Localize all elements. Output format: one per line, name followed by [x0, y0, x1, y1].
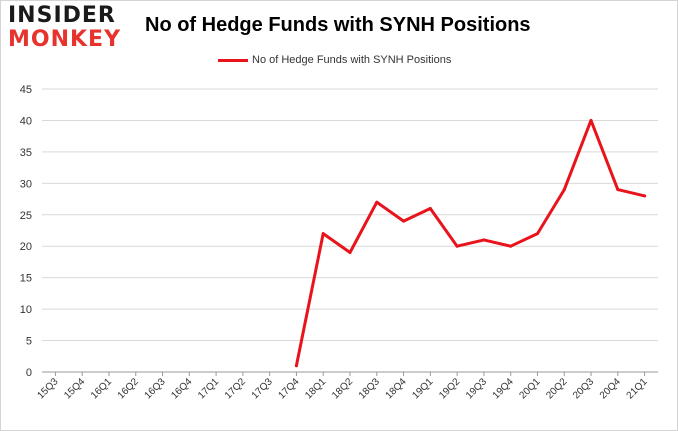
y-tick-label: 15 [20, 273, 32, 285]
data-point [535, 232, 539, 236]
x-tick-label: 17Q1 [196, 376, 221, 401]
chart-legend: No of Hedge Funds with SYNH Positions [218, 54, 451, 66]
chart-title: No of Hedge Funds with SYNH Positions [145, 14, 531, 36]
insider-monkey-logo: INSIDER MONKEY [8, 4, 121, 52]
x-tick-label: 17Q2 [223, 376, 248, 401]
y-tick-label: 20 [20, 241, 32, 253]
data-point [562, 188, 566, 192]
x-tick-label: 15Q4 [62, 376, 87, 401]
legend-swatch [218, 58, 248, 62]
data-point [402, 219, 406, 223]
x-tick-label: 18Q4 [384, 376, 409, 401]
x-tick-label: 19Q1 [410, 376, 435, 401]
data-point [375, 200, 379, 204]
data-point [348, 251, 352, 255]
data-point [482, 238, 486, 242]
x-tick-label: 20Q3 [571, 376, 596, 401]
x-tick-label: 20Q1 [518, 376, 543, 401]
x-tick-label: 18Q1 [303, 376, 328, 401]
x-tick-label: 18Q3 [357, 376, 382, 401]
data-point [616, 188, 620, 192]
x-tick-label: 16Q1 [89, 376, 114, 401]
x-tick-label: 17Q4 [276, 376, 301, 401]
x-tick-label: 16Q3 [143, 376, 168, 401]
y-tick-label: 10 [20, 304, 32, 316]
logo-line-2: MONKEY [8, 27, 122, 52]
y-tick-label: 30 [20, 178, 32, 190]
y-tick-label: 25 [20, 210, 32, 222]
data-point [321, 232, 325, 236]
y-tick-label: 40 [20, 115, 32, 127]
x-tick-label: 20Q4 [598, 376, 623, 401]
x-tick-label: 18Q2 [330, 376, 355, 401]
y-tick-label: 45 [20, 84, 32, 96]
logo-line-1: INSIDER [8, 3, 116, 28]
data-point [589, 118, 593, 122]
x-tick-label: 20Q2 [544, 376, 569, 401]
x-tick-label: 19Q4 [491, 376, 516, 401]
x-tick-label: 16Q2 [116, 376, 141, 401]
series-line [294, 118, 647, 368]
x-tick-label: 19Q2 [437, 376, 462, 401]
y-tick-label: 35 [20, 147, 32, 159]
x-tick-label: 19Q3 [464, 376, 489, 401]
x-tick-label: 16Q4 [169, 376, 194, 401]
legend-label: No of Hedge Funds with SYNH Positions [252, 54, 452, 66]
data-point [294, 364, 298, 368]
data-point [509, 244, 513, 248]
y-tick-label: 5 [26, 336, 32, 348]
data-point [643, 194, 647, 198]
data-point [455, 244, 459, 248]
x-tick-label: 21Q1 [625, 376, 650, 401]
x-tick-label: 17Q3 [250, 376, 275, 401]
data-point [428, 206, 432, 210]
y-tick-label: 0 [26, 367, 32, 379]
x-tick-label: 15Q3 [35, 376, 60, 401]
